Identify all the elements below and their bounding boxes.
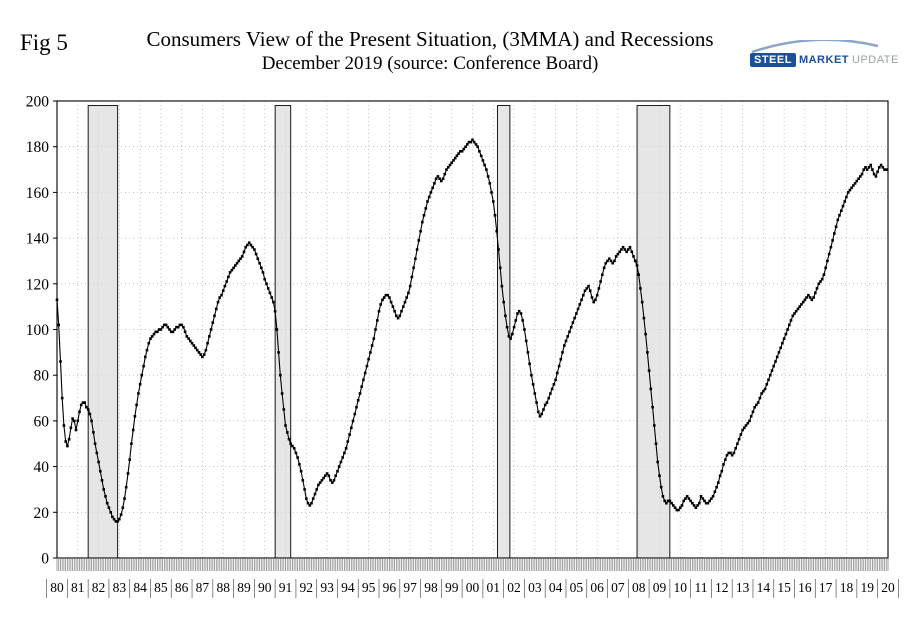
svg-text:160: 160: [26, 185, 50, 202]
logo-steel: STEEL: [750, 53, 796, 67]
x-tick-label: 88: [216, 580, 230, 595]
x-tick-label: 96: [383, 580, 397, 595]
x-tick-label: 83: [113, 580, 127, 595]
x-tick-label: 98: [424, 580, 438, 595]
x-tick-label: 08: [632, 580, 646, 595]
svg-text:80: 80: [34, 368, 50, 385]
x-tick-label: 99: [445, 580, 459, 595]
x-tick-label: 04: [549, 580, 563, 595]
data-point-markers: [55, 138, 888, 523]
gridlines: [57, 101, 888, 558]
x-tick-label: 16: [798, 580, 812, 595]
x-tick-label: 81: [71, 580, 85, 595]
x-tick-label: 82: [92, 580, 106, 595]
x-tick-label: 15: [777, 580, 791, 595]
x-tick-label: 94: [341, 580, 355, 595]
x-tick-label: 10: [674, 580, 688, 595]
x-tick-label: 91: [279, 580, 293, 595]
x-tick-label: 14: [757, 580, 771, 595]
steel-market-update-logo: STEEL MARKET UPDATE: [750, 40, 898, 78]
x-tick-label: 00: [466, 580, 480, 595]
x-tick-label: 87: [196, 580, 210, 595]
x-tick-label: 13: [736, 580, 750, 595]
x-axis-minor-ticks: [56, 559, 889, 571]
chart-title-block: Consumers View of the Present Situation,…: [60, 26, 800, 76]
svg-text:120: 120: [26, 276, 50, 293]
x-tick-label: 85: [154, 580, 168, 595]
svg-text:20: 20: [34, 505, 50, 522]
x-tick-label: 20: [881, 580, 895, 595]
x-tick-label: 07: [611, 580, 625, 595]
x-tick-label: 95: [362, 580, 376, 595]
chart-title: Consumers View of the Present Situation,…: [146, 27, 714, 51]
svg-text:180: 180: [26, 139, 50, 156]
svg-text:200: 200: [26, 95, 50, 111]
logo-text: STEEL MARKET UPDATE: [750, 53, 899, 67]
figure-label: Fig 5: [20, 30, 68, 55]
svg-text:140: 140: [26, 231, 50, 248]
x-tick-label: 86: [175, 580, 189, 595]
x-tick-label: 19: [860, 580, 874, 595]
x-tick-label: 03: [528, 580, 542, 595]
x-tick-label: 97: [403, 580, 417, 595]
svg-text:60: 60: [34, 413, 50, 430]
recession-bands: [87, 105, 671, 559]
x-tick-label: 80: [50, 580, 64, 595]
svg-text:40: 40: [34, 459, 50, 476]
x-axis-labels: 80 81 82 83 84 85 86 87 88 89 90 91 92 93 94 95 96 97 98 99…: [46, 579, 899, 598]
y-axis-labels: 0 20 40 60 80 100 120 140 160 180 200: [26, 95, 57, 568]
x-tick-label: 84: [133, 580, 147, 595]
x-tick-label: 12: [715, 580, 729, 595]
chart-subtitle: December 2019 (source: Conference Board): [261, 53, 599, 75]
x-tick-label: 02: [507, 580, 521, 595]
x-tick-label: 17: [819, 580, 833, 595]
logo-market: MARKET: [798, 54, 850, 66]
x-tick-label: 06: [590, 580, 604, 595]
x-tick-label: 05: [570, 580, 584, 595]
x-tick-label: 90: [258, 580, 272, 595]
x-tick-label: 01: [487, 580, 501, 595]
x-tick-label: 93: [320, 580, 334, 595]
svg-text:0: 0: [41, 551, 49, 568]
x-tick-label: 09: [653, 580, 667, 595]
x-tick-label: 89: [237, 580, 251, 595]
x-tick-label: 11: [695, 580, 708, 595]
svg-text:100: 100: [26, 322, 50, 339]
recession-band: [636, 105, 671, 559]
x-tick-label: 18: [840, 580, 854, 595]
x-tick-label: 92: [300, 580, 314, 595]
logo-update: UPDATE: [852, 54, 899, 66]
logo-swoosh-icon: [751, 40, 879, 54]
